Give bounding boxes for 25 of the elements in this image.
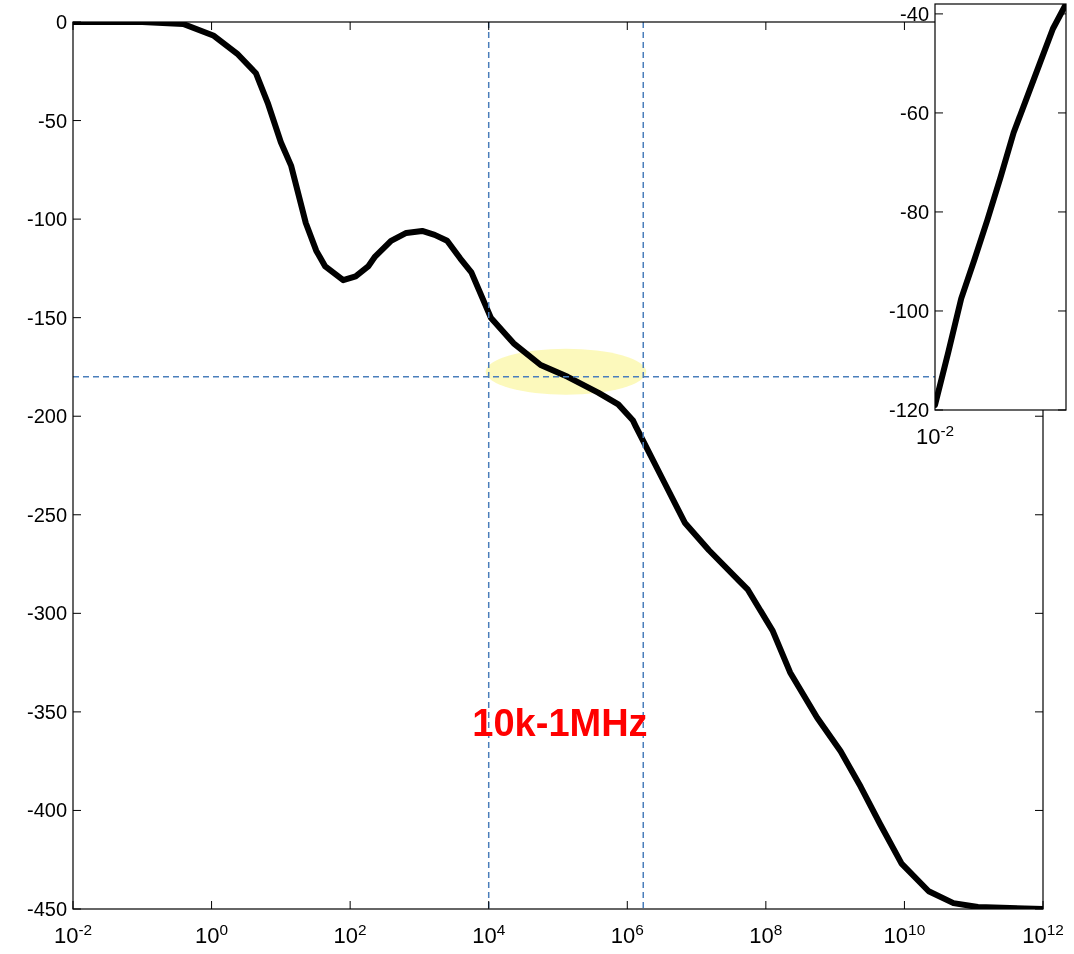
y-tick-label: -150 (26, 306, 67, 329)
annotation: 10k-1MHz (472, 702, 648, 745)
y-tick-label: -120 (888, 399, 929, 421)
y-tick-label: -350 (26, 700, 67, 723)
x-tick-label: 10$^{4}$ (472, 920, 506, 948)
y-tick-label: -80 (900, 200, 929, 223)
x-tick-label: 10$^{10}$ (883, 920, 926, 948)
y-tick-label: -100 (26, 208, 67, 231)
y-tick-label: -60 (900, 101, 929, 124)
y-tick-label: -100 (888, 299, 929, 322)
annotation: 10$^{-2}$ (915, 421, 955, 449)
y-tick-label: -300 (26, 602, 67, 625)
x-tick-label: 10$^{2}$ (333, 920, 367, 948)
x-tick-label: 10$^{-2}$ (53, 920, 93, 948)
y-tick-label: -200 (26, 405, 67, 428)
x-tick-label: 10$^{6}$ (610, 920, 644, 948)
y-tick-label: -400 (26, 799, 67, 822)
y-tick-label: -250 (26, 503, 67, 526)
y-tick-label: -50 (38, 109, 67, 132)
x-tick-label: 10$^{8}$ (749, 920, 783, 948)
x-tick-label: 10$^{12}$ (1022, 920, 1064, 948)
x-tick-label: 10$^{0}$ (195, 920, 229, 948)
y-tick-label: 0 (55, 11, 67, 33)
y-tick-label: -450 (26, 898, 67, 920)
y-tick-label: -40 (900, 2, 929, 25)
